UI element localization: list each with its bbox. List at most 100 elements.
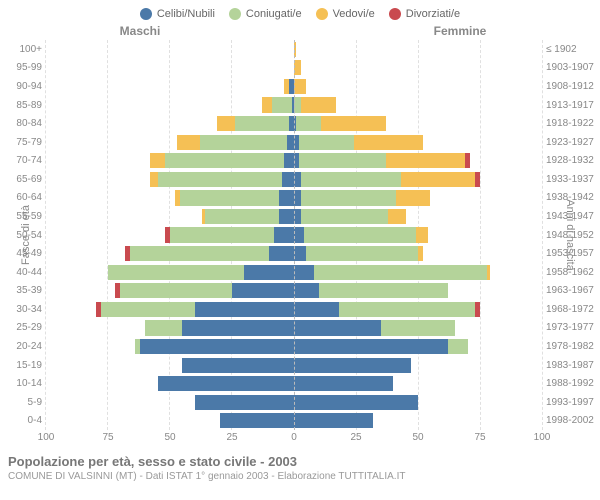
bar-segment xyxy=(217,116,234,131)
bar-row-male xyxy=(46,319,294,338)
age-label: 35-39 xyxy=(0,282,46,301)
bar-segment xyxy=(269,246,294,261)
bar-segment xyxy=(314,265,488,280)
bar-row-male xyxy=(46,244,294,263)
bar-segment xyxy=(150,172,157,187)
bar-segment xyxy=(200,135,287,150)
bar-segment xyxy=(301,209,388,224)
year-label: 1993-1997 xyxy=(542,393,600,412)
bar-segment xyxy=(244,265,294,280)
legend-swatch xyxy=(140,8,152,20)
center-line xyxy=(294,40,295,430)
year-label: 1908-1912 xyxy=(542,77,600,96)
age-label: 5-9 xyxy=(0,393,46,412)
age-label: 30-34 xyxy=(0,300,46,319)
female-side xyxy=(294,40,542,430)
bar-segment xyxy=(232,283,294,298)
age-label: 70-74 xyxy=(0,151,46,170)
bar-segment xyxy=(284,153,294,168)
bar-segment xyxy=(182,358,294,373)
bar-row-female xyxy=(294,263,542,282)
legend-item: Coniugati/e xyxy=(229,8,302,20)
header-male: Maschi xyxy=(0,24,300,38)
bar-row-male xyxy=(46,170,294,189)
bar-row-female xyxy=(294,374,542,393)
legend-label: Vedovi/e xyxy=(333,8,375,20)
legend-item: Celibi/Nubili xyxy=(140,8,215,20)
bar-row-female xyxy=(294,300,542,319)
bar-row-female xyxy=(294,319,542,338)
bar-row-female xyxy=(294,151,542,170)
bar-segment xyxy=(294,376,393,391)
legend-label: Divorziati/e xyxy=(406,8,460,20)
bar-row-male xyxy=(46,374,294,393)
bar-segment xyxy=(294,209,301,224)
bar-row-female xyxy=(294,59,542,78)
bar-segment xyxy=(158,376,294,391)
bar-segment xyxy=(401,172,475,187)
bar-segment xyxy=(235,116,290,131)
bar-row-female xyxy=(294,412,542,431)
axis-label-years: Anni di nascita xyxy=(564,199,576,271)
gridline xyxy=(542,40,543,430)
bar-segment xyxy=(170,227,274,242)
bar-segment xyxy=(294,302,339,317)
age-label: 40-44 xyxy=(0,263,46,282)
bar-segment xyxy=(301,172,400,187)
bar-row-male xyxy=(46,393,294,412)
bar-segment xyxy=(282,172,294,187)
population-pyramid-chart: Celibi/Nubili Coniugati/e Vedovi/e Divorzia… xyxy=(0,0,600,500)
legend-item: Vedovi/e xyxy=(316,8,375,20)
bar-row-female xyxy=(294,226,542,245)
bar-row-male xyxy=(46,59,294,78)
bar-segment xyxy=(145,320,182,335)
x-tick: 25 xyxy=(226,432,237,443)
bar-segment xyxy=(339,302,475,317)
bar-segment xyxy=(388,209,405,224)
bar-segment xyxy=(301,97,336,112)
bar-row-male xyxy=(46,96,294,115)
bar-segment xyxy=(120,283,232,298)
bar-segment xyxy=(294,246,306,261)
bar-row-female xyxy=(294,356,542,375)
x-axis: 0255075100 255075100 xyxy=(0,432,600,446)
bar-segment xyxy=(182,320,294,335)
bar-segment xyxy=(294,395,418,410)
bar-row-male xyxy=(46,263,294,282)
bar-row-female xyxy=(294,170,542,189)
x-tick: 50 xyxy=(164,432,175,443)
bar-segment xyxy=(294,60,301,75)
bar-segment xyxy=(294,79,306,94)
x-tick: 100 xyxy=(38,432,55,443)
bar-segment xyxy=(294,339,448,354)
x-ticks-female: 255075100 xyxy=(294,432,542,446)
year-label: 1963-1967 xyxy=(542,282,600,301)
bar-segment xyxy=(205,209,279,224)
bar-segment xyxy=(416,227,428,242)
bar-segment xyxy=(294,413,373,428)
bar-segment xyxy=(274,227,294,242)
x-tick: 75 xyxy=(102,432,113,443)
gender-headers: Maschi Femmine xyxy=(0,24,600,38)
legend-swatch xyxy=(229,8,241,20)
bar-row-male xyxy=(46,40,294,59)
bar-segment xyxy=(386,153,465,168)
bar-segment xyxy=(287,135,294,150)
year-label: 1913-1917 xyxy=(542,96,600,115)
bar-row-female xyxy=(294,96,542,115)
bar-segment xyxy=(448,339,468,354)
year-label: 1903-1907 xyxy=(542,59,600,78)
age-label: 100+ xyxy=(0,40,46,59)
bar-row-male xyxy=(46,151,294,170)
bar-segment xyxy=(140,339,294,354)
legend-label: Celibi/Nubili xyxy=(157,8,215,20)
bar-segment xyxy=(150,153,165,168)
bar-segment xyxy=(165,153,284,168)
bar-segment xyxy=(475,302,480,317)
age-label: 25-29 xyxy=(0,319,46,338)
bar-row-male xyxy=(46,356,294,375)
year-label: 1928-1932 xyxy=(542,151,600,170)
bar-row-male xyxy=(46,282,294,301)
chart-subtitle: COMUNE DI VALSINNI (MT) - Dati ISTAT 1° … xyxy=(8,471,592,482)
bar-segment xyxy=(130,246,269,261)
